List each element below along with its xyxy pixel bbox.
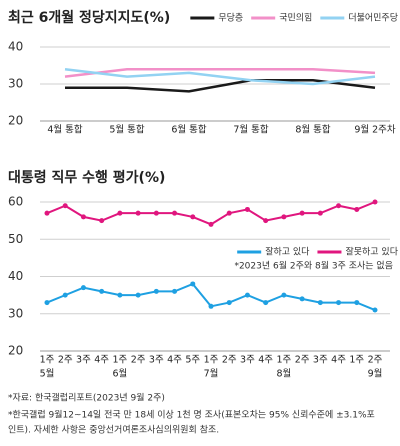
data-point <box>80 285 86 291</box>
data-point <box>208 303 214 309</box>
x-group-label: 6월 <box>112 368 127 380</box>
x-tick-label: 4주 <box>258 355 273 366</box>
data-point <box>336 203 342 209</box>
chart-title: 대통령 직무 수행 평가(%) <box>8 169 165 186</box>
x-tick-label: 2주 <box>368 355 383 366</box>
data-point <box>80 214 86 220</box>
x-tick-label: 7월 통합 <box>233 124 269 136</box>
x-tick-label: 4주 <box>167 355 182 366</box>
data-point <box>190 214 196 220</box>
y-tick-label: 40 <box>8 269 23 283</box>
data-point <box>62 203 68 209</box>
y-tick-label: 50 <box>8 232 23 246</box>
data-point <box>44 300 50 306</box>
y-tick-label: 20 <box>8 114 23 128</box>
x-tick-label: 5주 <box>185 355 200 366</box>
data-point <box>62 292 68 298</box>
x-group-label: 8월 <box>276 368 291 380</box>
x-tick-label: 9월 2주차 <box>354 124 396 136</box>
data-point <box>135 292 141 298</box>
chart-title: 최근 6개월 정당지지도(%) <box>8 9 170 26</box>
annotation: *2023년 6월 2주와 8월 3주 조사는 없음 <box>234 260 393 272</box>
legend-label: 잘하고 있다 <box>265 246 310 258</box>
x-tick-label: 4월 통합 <box>47 124 83 136</box>
data-point <box>263 218 269 224</box>
data-point <box>135 210 141 216</box>
x-tick-label: 1주 <box>112 355 127 366</box>
x-tick-label: 2주 <box>131 355 146 366</box>
data-point <box>117 292 123 298</box>
data-point <box>317 300 323 306</box>
data-point <box>226 300 232 306</box>
data-point <box>208 221 214 227</box>
data-point <box>281 214 287 220</box>
data-point <box>117 210 123 216</box>
data-point <box>44 210 50 216</box>
footnote: 인트). 자세한 사항은 중앙선거여론조사심의위원회 참조. <box>8 424 219 436</box>
footnote: *자료: 한국갤럽리포트(2023년 9월 2주) <box>8 392 165 404</box>
legend-label: 잘못하고 있다 <box>345 246 398 258</box>
legend-label: 더불어민주당 <box>348 13 398 24</box>
y-tick-label: 30 <box>8 77 23 91</box>
data-point <box>99 288 105 294</box>
x-tick-label: 1주 <box>349 355 364 366</box>
x-group-label: 7월 <box>204 368 219 380</box>
data-point <box>263 300 269 306</box>
data-point <box>372 307 378 313</box>
x-tick-label: 3주 <box>240 355 255 366</box>
x-tick-label: 4주 <box>94 355 109 366</box>
x-tick-label: 6월 통합 <box>171 124 207 136</box>
x-tick-label: 1주 <box>204 355 219 366</box>
data-point <box>336 300 342 306</box>
x-tick-label: 3주 <box>149 355 164 366</box>
footnote: *한국갤럽 9월12~14일 전국 만 18세 이상 1천 명 조사(표본오차는… <box>8 409 375 421</box>
y-tick-label: 30 <box>8 306 23 320</box>
x-tick-label: 4주 <box>331 355 346 366</box>
y-tick-label: 60 <box>8 195 23 209</box>
data-point <box>172 210 178 216</box>
data-point <box>153 210 159 216</box>
data-point <box>354 300 360 306</box>
data-point <box>317 210 323 216</box>
x-tick-label: 3주 <box>313 355 328 366</box>
data-point <box>299 210 305 216</box>
series-line <box>64 67 376 86</box>
data-point <box>99 218 105 224</box>
x-tick-label: 1주 <box>276 355 291 366</box>
x-tick-label: 2주 <box>295 355 310 366</box>
x-tick-label: 5월 통합 <box>109 124 145 136</box>
data-point <box>354 206 360 212</box>
series-line <box>46 201 376 226</box>
x-tick-label: 1주 <box>40 355 55 366</box>
y-tick-label: 40 <box>8 40 23 54</box>
x-tick-label: 2주 <box>58 355 73 366</box>
legend-label: 국민의힘 <box>279 13 312 24</box>
data-point <box>153 288 159 294</box>
data-point <box>244 292 250 298</box>
y-tick-label: 20 <box>8 344 23 358</box>
data-point <box>299 296 305 302</box>
x-group-label: 5월 <box>40 368 55 380</box>
data-point <box>281 292 287 298</box>
x-tick-label: 2주 <box>222 355 237 366</box>
x-tick-label: 8월 통합 <box>295 124 331 136</box>
x-group-label: 9월 <box>368 368 383 380</box>
data-point <box>226 210 232 216</box>
data-point <box>190 281 196 287</box>
series-line <box>64 67 376 78</box>
legend-label: 무당층 <box>218 13 243 24</box>
x-tick-label: 3주 <box>76 355 91 366</box>
data-point <box>172 288 178 294</box>
data-point <box>244 206 250 212</box>
data-point <box>372 199 378 205</box>
